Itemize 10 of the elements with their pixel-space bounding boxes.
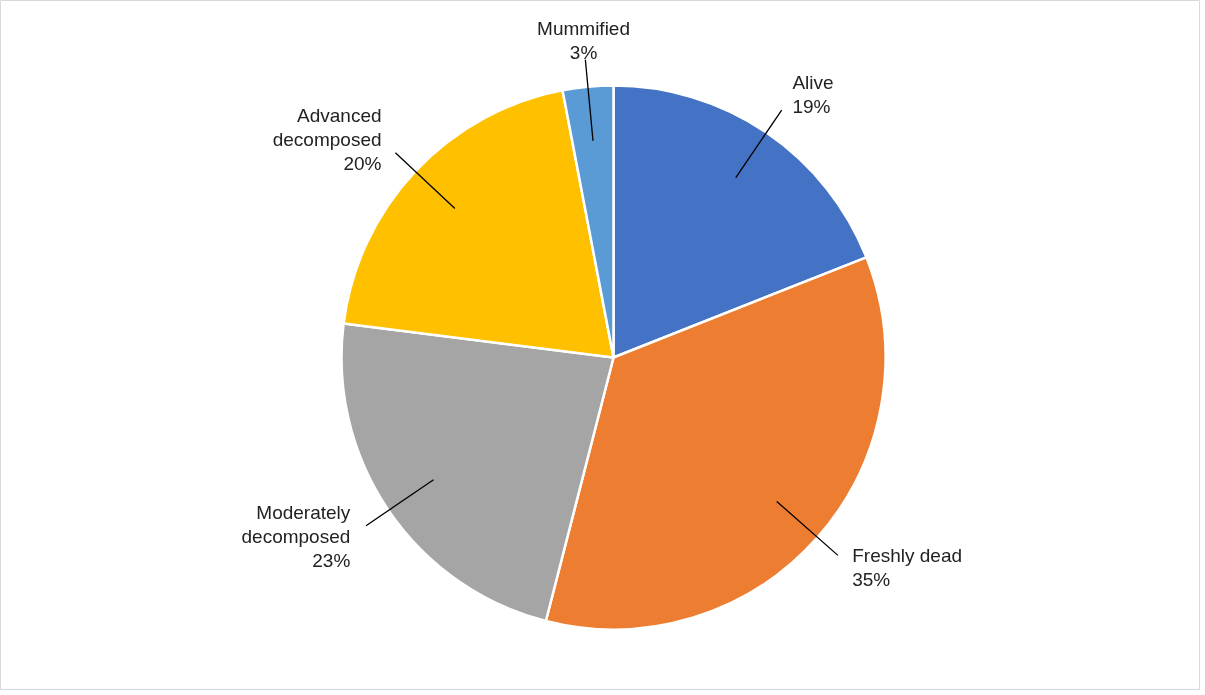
data-label: 3% [569,42,598,64]
data-label: 35% [852,569,891,591]
data-label: 19% [792,95,831,117]
slice-label: Alive [792,71,834,93]
slice-label: Mummified [537,18,631,40]
slice-label: Advanced decomposed [272,105,382,151]
slice-label: Moderately decomposed [241,501,351,547]
data-label: 20% [343,153,382,175]
data-label: 23% [312,549,351,571]
slice-label: Freshly dead [852,545,963,567]
